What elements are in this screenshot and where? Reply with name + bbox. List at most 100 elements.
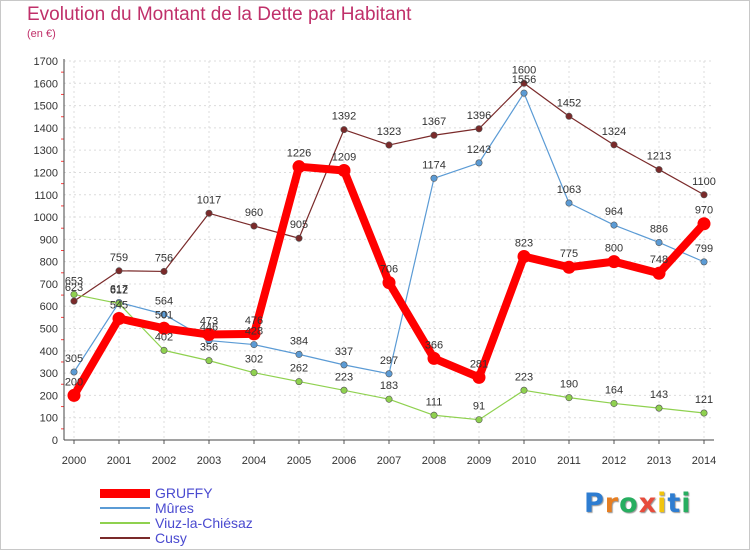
- data-point: [475, 125, 483, 133]
- data-label: 1367: [422, 116, 446, 128]
- data-label: 356: [200, 342, 218, 354]
- logo-letter: t: [667, 488, 682, 519]
- data-label: 476: [245, 315, 263, 327]
- data-label: 384: [290, 335, 308, 347]
- data-point: [295, 234, 303, 242]
- data-label: 545: [110, 299, 128, 311]
- data-label: 366: [425, 339, 443, 351]
- data-point: [292, 160, 306, 174]
- data-label: 1243: [467, 144, 491, 156]
- data-point: [697, 217, 711, 231]
- data-point: [295, 378, 303, 386]
- x-tick-label: 2010: [512, 455, 536, 467]
- y-tick-label: 500: [40, 324, 58, 336]
- data-point: [427, 351, 441, 365]
- data-point: [562, 260, 576, 274]
- data-point: [517, 250, 531, 264]
- data-point: [337, 163, 351, 177]
- data-point: [475, 416, 483, 424]
- data-label: 305: [65, 353, 83, 365]
- x-tick-label: 2007: [377, 455, 401, 467]
- data-label: 1324: [602, 126, 626, 138]
- data-label: 623: [65, 282, 83, 294]
- data-label: 1100: [692, 176, 716, 188]
- data-label: 111: [426, 396, 443, 408]
- data-label: 775: [560, 248, 578, 260]
- data-label: 800: [605, 243, 623, 255]
- data-point: [250, 341, 258, 349]
- y-tick-label: 1300: [34, 145, 58, 157]
- data-point: [430, 411, 438, 419]
- data-point: [610, 399, 618, 407]
- data-label: 964: [605, 206, 623, 218]
- data-label: 756: [155, 252, 173, 264]
- data-point: [430, 174, 438, 182]
- data-label: 1226: [287, 148, 311, 160]
- y-tick-label: 1400: [34, 123, 58, 135]
- data-point: [520, 79, 528, 87]
- x-tick-label: 2000: [62, 455, 86, 467]
- data-label: 1396: [467, 110, 491, 122]
- data-label: 970: [695, 205, 713, 217]
- legend-swatch: [100, 489, 150, 498]
- data-label: 1174: [422, 159, 446, 171]
- data-point: [115, 300, 123, 308]
- x-tick-label: 2006: [332, 455, 356, 467]
- data-point: [655, 238, 663, 246]
- data-point: [472, 370, 486, 384]
- data-label: 223: [335, 371, 353, 383]
- x-tick-label: 2005: [287, 455, 311, 467]
- data-label: 121: [695, 394, 713, 406]
- data-label: 653: [65, 275, 83, 287]
- data-point: [430, 131, 438, 139]
- legend-swatch: [100, 522, 150, 524]
- data-point: [340, 361, 348, 369]
- data-point: [385, 370, 393, 378]
- data-label: 1213: [647, 151, 671, 163]
- logo-letter: r: [604, 488, 620, 519]
- data-point: [652, 266, 666, 280]
- data-point: [607, 255, 621, 269]
- data-point: [520, 386, 528, 394]
- x-tick-label: 2013: [647, 455, 671, 467]
- y-tick-label: 400: [40, 346, 58, 358]
- data-label: 91: [473, 401, 485, 413]
- data-label: 164: [605, 384, 623, 396]
- x-tick-label: 2008: [422, 455, 446, 467]
- data-point: [382, 276, 396, 290]
- data-point: [700, 409, 708, 417]
- data-point: [700, 191, 708, 199]
- x-tick-label: 2014: [692, 455, 716, 467]
- data-point: [70, 297, 78, 305]
- chart-subtitle: (en €): [27, 28, 56, 40]
- data-label: 748: [650, 254, 668, 266]
- y-tick-label: 1600: [34, 78, 58, 90]
- data-label: 799: [695, 243, 713, 255]
- chart-title: Evolution du Montant de la Dette par Hab…: [27, 4, 412, 25]
- data-point: [565, 112, 573, 120]
- data-label: 1017: [197, 194, 221, 206]
- data-point: [520, 89, 528, 97]
- y-tick-label: 200: [40, 390, 58, 402]
- data-label: 1209: [332, 151, 356, 163]
- logo-letter: x: [638, 488, 658, 519]
- legend-swatch: [100, 507, 150, 509]
- data-point: [700, 258, 708, 266]
- data-point: [160, 346, 168, 354]
- x-tick-label: 2003: [197, 455, 221, 467]
- data-point: [247, 327, 261, 341]
- data-point: [250, 222, 258, 230]
- x-tick-label: 2011: [557, 455, 581, 467]
- data-label: 297: [380, 355, 398, 367]
- data-label: 759: [110, 252, 128, 264]
- data-label: 281: [470, 358, 488, 370]
- data-point: [202, 328, 216, 342]
- data-label: 302: [245, 354, 263, 366]
- y-tick-label: 700: [40, 279, 58, 291]
- data-label: 1600: [512, 64, 536, 76]
- data-label: 402: [155, 331, 173, 343]
- data-point: [385, 141, 393, 149]
- data-label: 905: [290, 219, 308, 231]
- logo-letter: P: [584, 488, 605, 519]
- data-point: [70, 290, 78, 298]
